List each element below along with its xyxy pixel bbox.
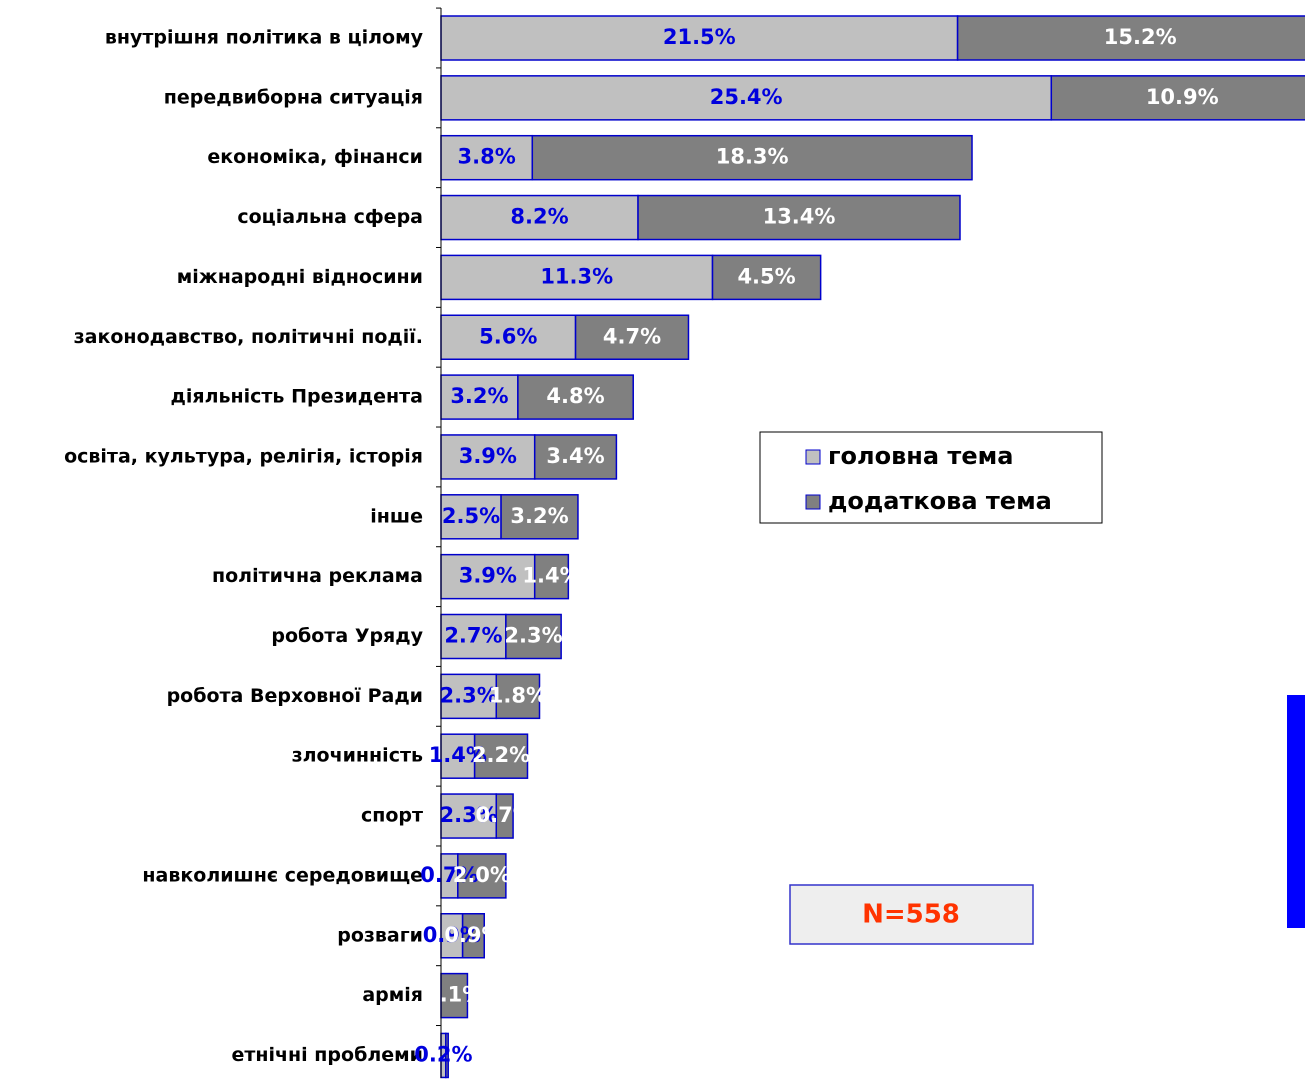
bar-segment	[531, 134, 973, 181]
bar-segment	[440, 494, 502, 540]
legend-swatch	[805, 494, 821, 510]
category-label: робота Уряду	[271, 625, 423, 647]
bar-segment	[1050, 75, 1305, 121]
bar-segment	[440, 374, 519, 420]
value-label: 4.5%	[737, 264, 795, 288]
value-label: 1.8%	[489, 683, 547, 707]
bar-segment	[461, 913, 485, 959]
bar-segment	[505, 613, 562, 660]
category-label: освіта, культура, релігія, історія	[64, 445, 423, 467]
category-label: розваги	[337, 924, 423, 946]
bar-segment	[711, 254, 822, 301]
bar-segment	[533, 434, 618, 480]
category-label: робота Верховної Ради	[167, 685, 423, 707]
bar-segment	[440, 314, 577, 360]
category-label: політична реклама	[212, 565, 423, 587]
bar-segment	[440, 15, 959, 61]
bar-segment	[473, 733, 529, 779]
value-label: 0.7%	[420, 863, 478, 887]
bar-segment	[440, 613, 507, 660]
value-label: 4.8%	[546, 384, 604, 408]
category-label: економіка, фінанси	[207, 146, 423, 168]
bar-segment	[533, 553, 570, 600]
value-label: 2.5%	[442, 504, 500, 528]
value-label: 25.4%	[710, 85, 783, 109]
value-label: 4.7%	[603, 324, 661, 348]
value-label: 2.3%	[504, 624, 562, 648]
category-label: внутрішня політика в цілому	[105, 27, 424, 49]
value-label: 5.6%	[479, 324, 537, 348]
category-label: інше	[370, 505, 423, 527]
value-label: 0.2%	[414, 1042, 472, 1066]
legend-label: додаткова тема	[828, 487, 1052, 515]
bar-segment	[500, 494, 579, 540]
category-label: міжнародні відносини	[177, 266, 423, 288]
value-label: 3.9%	[459, 444, 517, 468]
category-label: соціальна сфера	[237, 206, 423, 228]
value-label: 2.0%	[453, 863, 511, 887]
bar-segment	[440, 254, 714, 301]
value-label: 1.4%	[522, 564, 580, 588]
value-label: 1.4%	[429, 743, 487, 767]
bar-segment	[495, 793, 514, 839]
category-label: етнічні проблеми	[231, 1044, 423, 1066]
annotation: N=558	[862, 900, 960, 930]
value-label: 2.2%	[472, 743, 530, 767]
category-label: спорт	[361, 805, 423, 827]
annotation-box	[789, 884, 1034, 945]
value-label: 3.4%	[546, 444, 604, 468]
legend-label: головна тема	[828, 442, 1013, 470]
side-bar	[1287, 695, 1305, 928]
legend-swatch	[805, 449, 821, 465]
category-label: передвиборна ситуація	[164, 86, 423, 108]
value-label: 18.3%	[716, 145, 789, 169]
bars	[440, 15, 1305, 1079]
bar-segment	[440, 75, 1053, 121]
value-label: 3.8%	[458, 145, 516, 169]
category-label: законодавство, політичні події.	[74, 326, 423, 348]
bar-segment	[495, 673, 541, 720]
value-label: 2.3%	[440, 683, 498, 707]
bar-segment	[445, 1032, 449, 1079]
bar-segment	[574, 314, 690, 360]
value-label: 21.5%	[663, 25, 736, 49]
category-label: злочинність	[292, 745, 423, 767]
value-label: 11.3%	[540, 264, 613, 288]
value-label: 2.3%	[440, 803, 498, 827]
bar-segment	[440, 793, 498, 839]
bar-segment	[457, 853, 507, 899]
bar-segment	[956, 15, 1305, 61]
bar-segment	[440, 553, 536, 600]
value-label: 3.2%	[510, 504, 568, 528]
bar-segment	[517, 374, 634, 420]
value-label: 8.2%	[510, 205, 568, 229]
bar-segment	[440, 972, 469, 1019]
value-label: 2.7%	[444, 624, 502, 648]
value-label: 0.9%	[423, 923, 481, 947]
value-label: 1.1%	[425, 983, 483, 1007]
value-label: 13.4%	[763, 205, 836, 229]
value-label: 3.9%	[459, 564, 517, 588]
category-label: армія	[362, 984, 423, 1006]
value-label: 3.2%	[450, 384, 508, 408]
category-label: діяльність Президента	[171, 386, 423, 408]
category-label: навколишнє середовище	[142, 864, 423, 886]
value-label: 0.9%	[444, 923, 502, 947]
value-label: 10.9%	[1146, 85, 1219, 109]
bar-segment	[637, 194, 961, 241]
value-label: 15.2%	[1104, 25, 1177, 49]
value-label: 0.7%	[476, 803, 534, 827]
